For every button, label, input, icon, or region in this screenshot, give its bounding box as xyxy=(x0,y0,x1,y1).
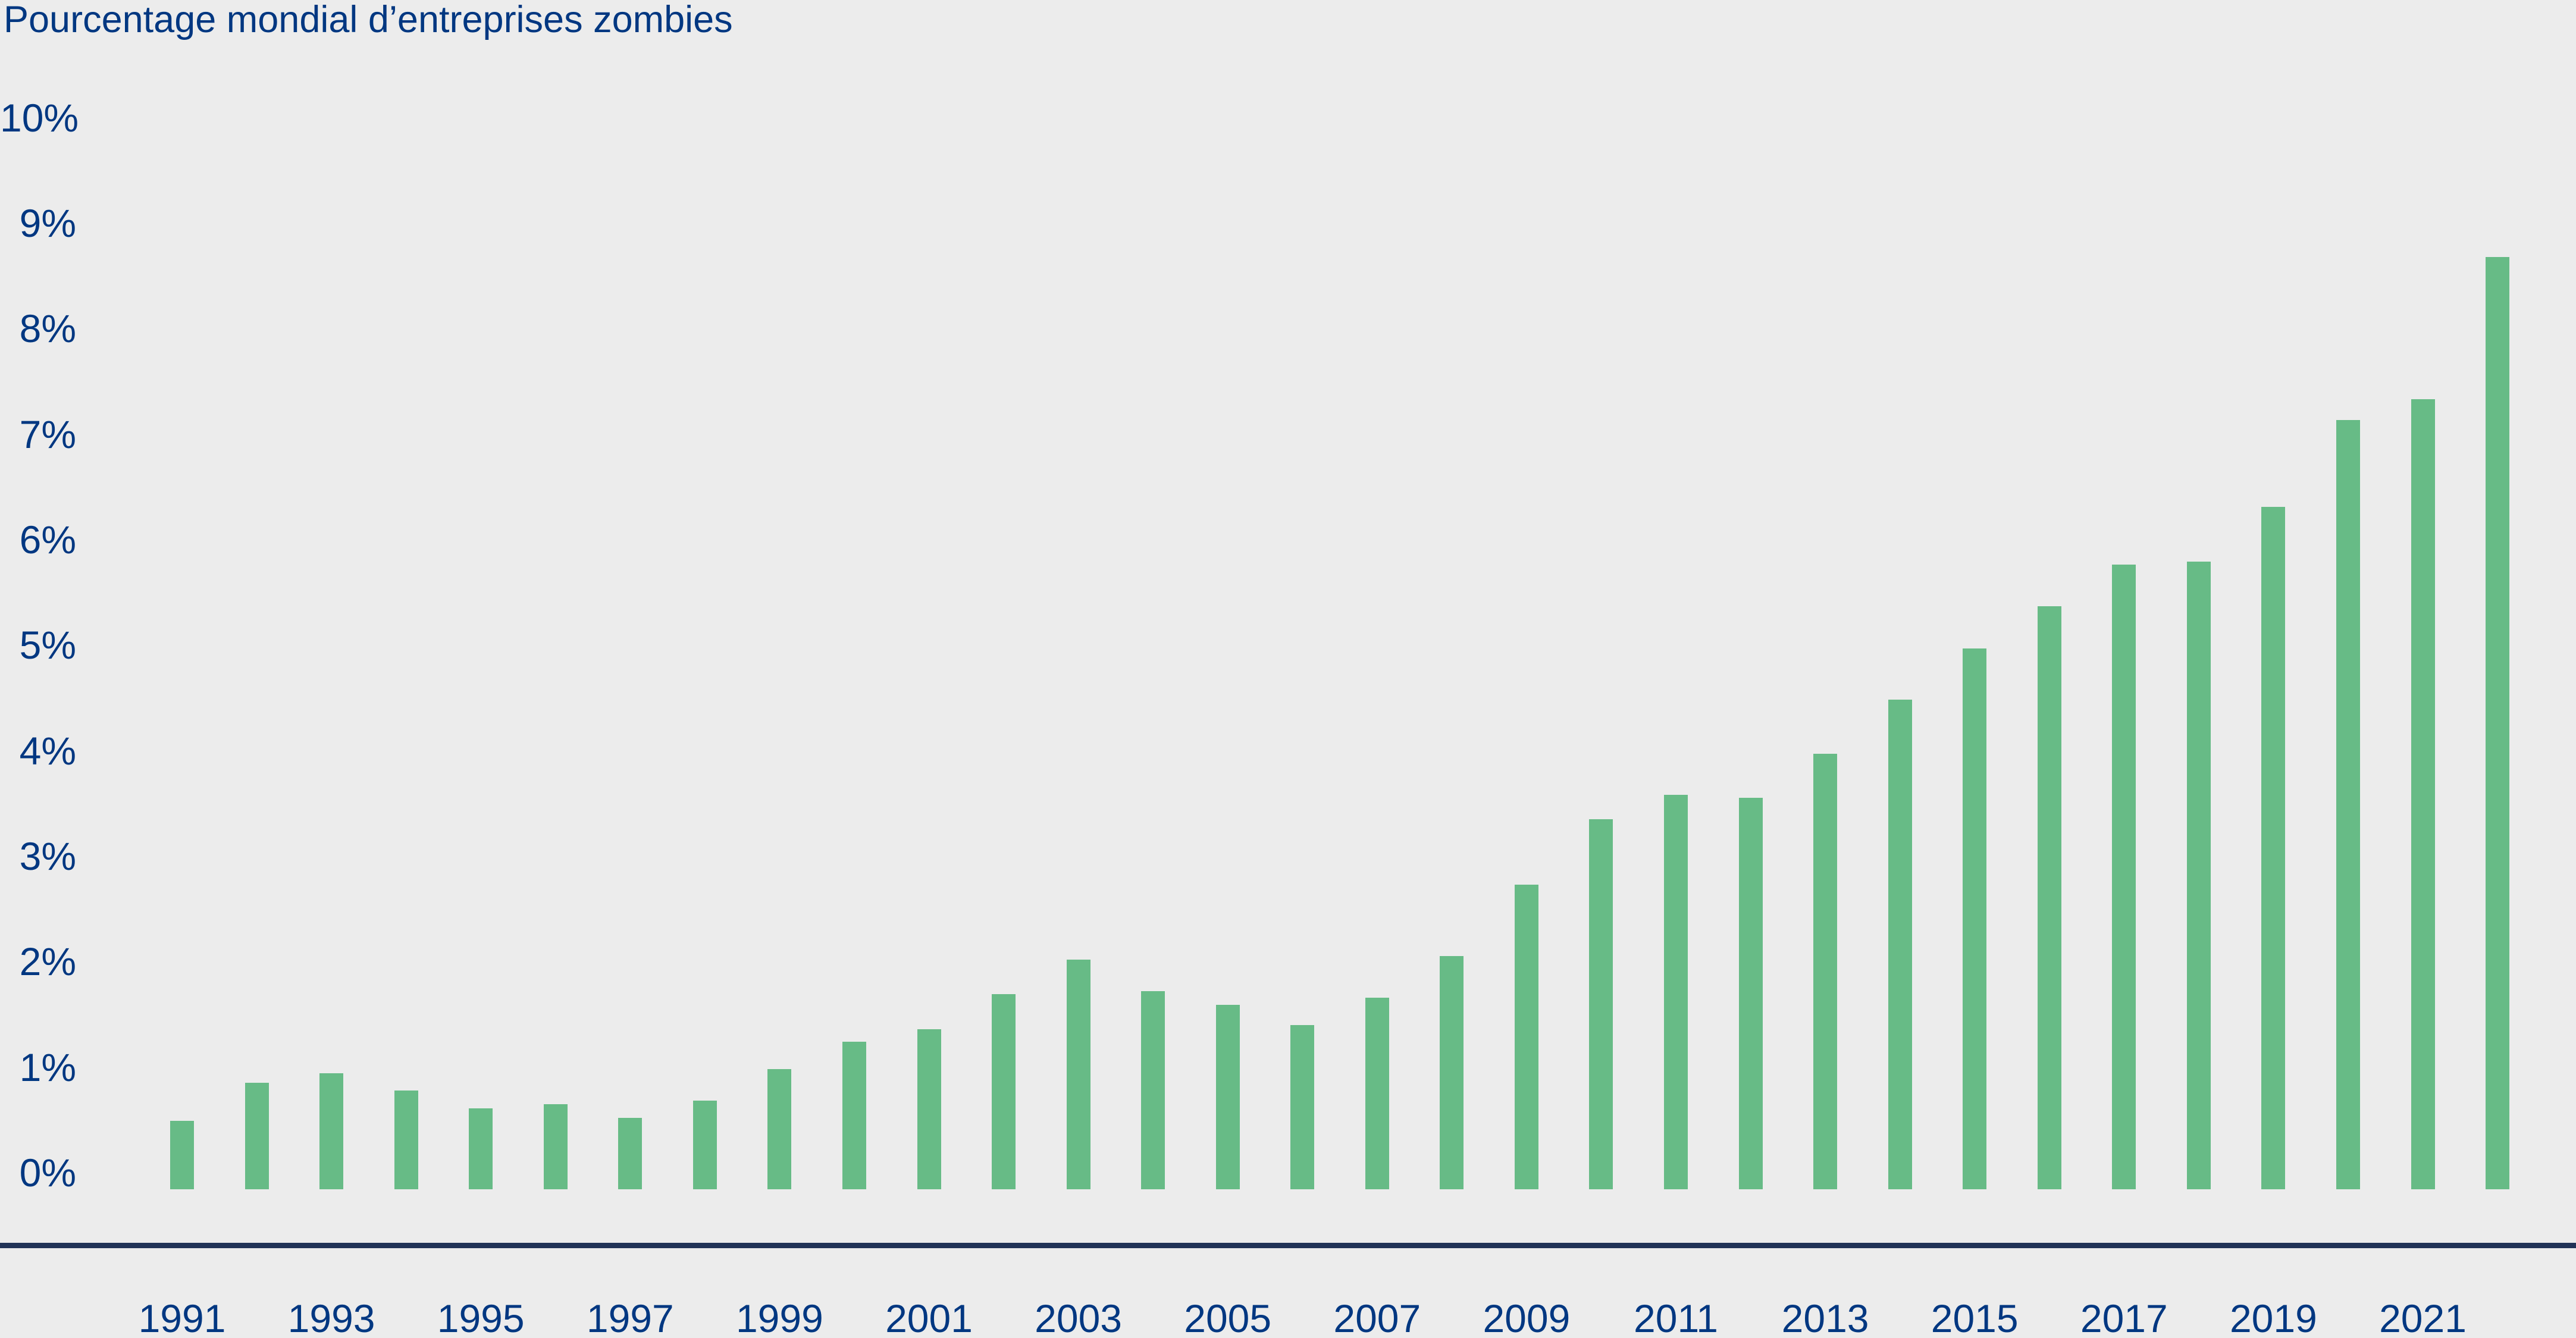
y-axis-tick-label: 5% xyxy=(19,623,76,668)
x-axis-tick-label: 1995 xyxy=(437,1296,525,1338)
bar-2000 xyxy=(842,1042,866,1189)
bar-2008 xyxy=(1440,956,1464,1189)
bar-2013 xyxy=(1813,753,1838,1189)
x-axis-tick-label: 2007 xyxy=(1333,1296,1421,1338)
bar-2011 xyxy=(1664,795,1688,1189)
bar-1992 xyxy=(245,1083,269,1189)
bar-1991 xyxy=(170,1121,194,1189)
x-axis-tick-label: 2009 xyxy=(1483,1296,1571,1338)
x-axis-tick-label: 2021 xyxy=(2379,1296,2467,1338)
x-axis-tick-label: 2015 xyxy=(1931,1296,2019,1338)
x-axis-tick-label: 1997 xyxy=(586,1296,674,1338)
bar-2021 xyxy=(2411,399,2435,1189)
bar-2019 xyxy=(2261,506,2286,1189)
y-axis-tick-label: 7% xyxy=(19,412,76,456)
x-axis-tick-label: 2005 xyxy=(1184,1296,1272,1338)
y-axis-tick-label: 1% xyxy=(19,1045,76,1089)
x-axis-tick-label: 2011 xyxy=(1634,1296,1718,1338)
y-axis-tick-label: 10% xyxy=(0,95,79,140)
y-axis-tick-label: 2% xyxy=(19,939,76,984)
bar-1998 xyxy=(692,1101,717,1189)
x-axis-tick-label: 2017 xyxy=(2080,1296,2168,1338)
x-axis-tick-label: 2019 xyxy=(2229,1296,2317,1338)
y-axis-tick-label: 9% xyxy=(19,200,76,245)
bar-2001 xyxy=(917,1029,941,1189)
y-axis-tick-label: 8% xyxy=(19,306,76,351)
bar-2022 xyxy=(2486,256,2510,1189)
bar-2004 xyxy=(1141,991,1165,1189)
bar-2020 xyxy=(2336,420,2360,1189)
chart-title: Pourcentage mondial d’entreprises zombie… xyxy=(4,0,733,40)
y-axis-tick-label: 0% xyxy=(19,1151,76,1195)
bar-2012 xyxy=(1738,798,1763,1189)
bar-2002 xyxy=(992,994,1016,1189)
y-axis-tick-label: 3% xyxy=(19,833,76,878)
x-axis-tick-label: 2013 xyxy=(1781,1296,1869,1338)
bar-1993 xyxy=(319,1073,344,1189)
bar-2009 xyxy=(1514,884,1538,1189)
x-axis-tick-label: 1993 xyxy=(287,1296,375,1338)
x-axis-tick-label: 1999 xyxy=(735,1296,823,1338)
bar-2007 xyxy=(1365,997,1389,1189)
y-axis-tick-label: 4% xyxy=(19,728,76,773)
bar-2005 xyxy=(1215,1005,1240,1189)
y-axis-tick-label: 6% xyxy=(19,517,76,562)
bar-2003 xyxy=(1066,959,1090,1189)
x-axis-tick-label: 2001 xyxy=(885,1296,973,1338)
x-axis-line xyxy=(0,1243,2576,1248)
x-axis-tick-label: 1991 xyxy=(138,1296,226,1338)
bar-2017 xyxy=(2112,565,2136,1189)
bar-2015 xyxy=(1963,648,1987,1189)
bar-1994 xyxy=(394,1090,418,1189)
bar-2014 xyxy=(1888,700,1912,1189)
bar-1996 xyxy=(543,1104,568,1189)
bar-1997 xyxy=(618,1117,643,1189)
bar-2010 xyxy=(1589,819,1613,1189)
x-axis-tick-label: 2003 xyxy=(1035,1296,1123,1338)
bar-1999 xyxy=(767,1069,792,1189)
bar-2018 xyxy=(2186,562,2211,1189)
bar-1995 xyxy=(469,1108,493,1189)
bar-2006 xyxy=(1290,1024,1315,1189)
bar-2016 xyxy=(2037,606,2061,1189)
